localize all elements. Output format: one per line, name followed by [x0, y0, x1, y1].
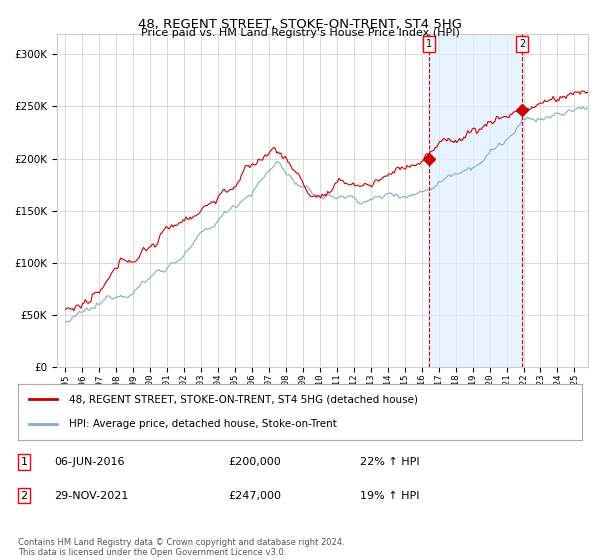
- Text: 29-NOV-2021: 29-NOV-2021: [54, 491, 128, 501]
- Text: Price paid vs. HM Land Registry's House Price Index (HPI): Price paid vs. HM Land Registry's House …: [140, 28, 460, 38]
- Text: £247,000: £247,000: [228, 491, 281, 501]
- Text: Contains HM Land Registry data © Crown copyright and database right 2024.
This d: Contains HM Land Registry data © Crown c…: [18, 538, 344, 557]
- Bar: [429, 34, 522, 367]
- Text: 22% ↑ HPI: 22% ↑ HPI: [360, 457, 419, 467]
- Text: 19% ↑ HPI: 19% ↑ HPI: [360, 491, 419, 501]
- Text: 1: 1: [20, 457, 28, 467]
- Text: £200,000: £200,000: [228, 457, 281, 467]
- Text: HPI: Average price, detached house, Stoke-on-Trent: HPI: Average price, detached house, Stok…: [69, 419, 337, 429]
- Text: 1: 1: [426, 39, 432, 49]
- Text: 06-JUN-2016: 06-JUN-2016: [54, 457, 125, 467]
- Text: 48, REGENT STREET, STOKE-ON-TRENT, ST4 5HG: 48, REGENT STREET, STOKE-ON-TRENT, ST4 5…: [138, 18, 462, 31]
- Text: 48, REGENT STREET, STOKE-ON-TRENT, ST4 5HG (detached house): 48, REGENT STREET, STOKE-ON-TRENT, ST4 5…: [69, 394, 418, 404]
- Text: 2: 2: [20, 491, 28, 501]
- Text: 2: 2: [519, 39, 525, 49]
